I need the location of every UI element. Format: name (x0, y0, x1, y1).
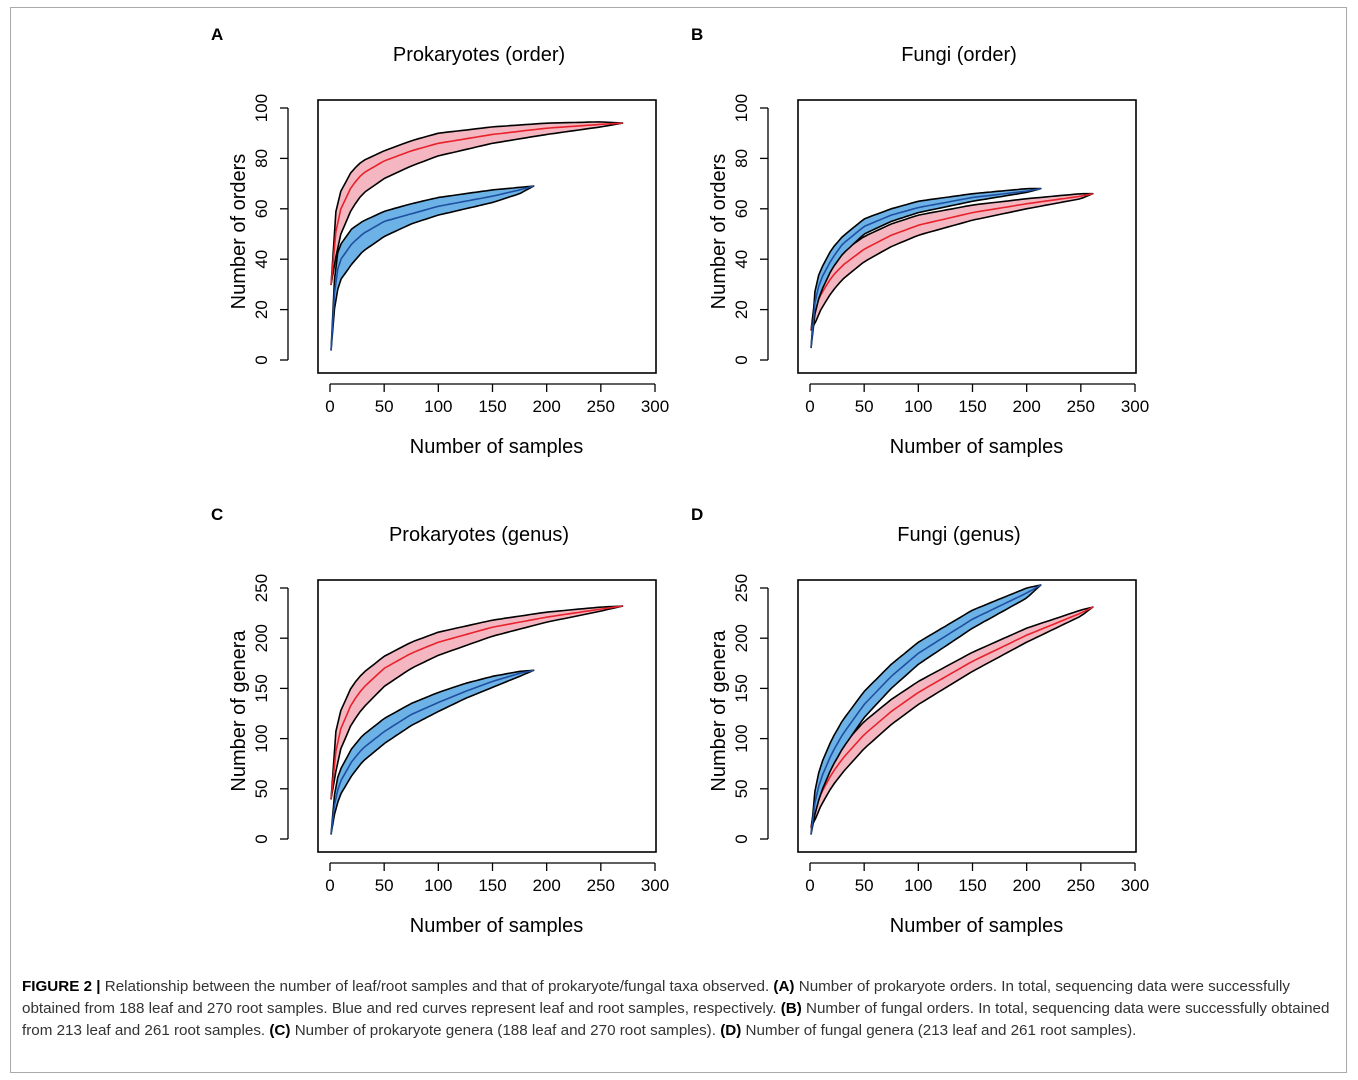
x-tick-label-d-50: 50 (855, 876, 874, 895)
x-tick-label-c-0: 0 (325, 876, 334, 895)
x-tick-label-a-200: 200 (532, 397, 560, 416)
figure-frame (10, 7, 1347, 1073)
y-tick-label-c-0: 0 (252, 834, 271, 843)
x-tick-label-b-250: 250 (1067, 397, 1095, 416)
caption-intro: Relationship between the number of leaf/… (100, 978, 774, 995)
x-tick-label-c-150: 150 (478, 876, 506, 895)
panel-label-a: A (211, 25, 223, 44)
chart-title-a: Prokaryotes (order) (393, 44, 565, 66)
x-tick-label-b-50: 50 (855, 397, 874, 416)
x-axis-label-d: Number of samples (890, 915, 1063, 937)
series-line-d-0 (810, 606, 1094, 828)
y-axis-label-b: Number of orders (708, 154, 730, 310)
y-tick-label-d-150: 150 (732, 674, 751, 702)
y-tick-label-a-20: 20 (252, 300, 271, 319)
x-tick-label-c-50: 50 (375, 876, 394, 895)
y-tick-label-a-80: 80 (252, 149, 271, 168)
x-tick-label-c-250: 250 (587, 876, 615, 895)
x-tick-label-a-250: 250 (587, 397, 615, 416)
x-tick-label-a-300: 300 (641, 397, 669, 416)
figure-caption: FIGURE 2 | Relationship between the numb… (22, 976, 1332, 1043)
series-line-d-1 (810, 584, 1042, 835)
y-tick-label-a-100: 100 (252, 94, 271, 122)
caption-c-label: (C) (269, 1022, 291, 1040)
x-axis-label-c: Number of samples (410, 915, 583, 937)
confidence-band-c-0 (330, 605, 624, 800)
caption-b-text: Number of fungal orders. In total, seque… (22, 1000, 1330, 1040)
y-axis-label-d: Number of genera (708, 630, 730, 792)
x-axis-label-b: Number of samples (890, 436, 1063, 458)
series-line-c-0 (330, 605, 623, 799)
plot-frame-b (797, 99, 1137, 374)
y-tick-label-b-20: 20 (732, 300, 751, 319)
x-tick-label-b-0: 0 (805, 397, 814, 416)
caption-a-text: Number of prokaryote orders. In total, s… (22, 978, 1291, 1018)
confidence-band-a-1 (330, 185, 535, 351)
x-tick-label-d-300: 300 (1121, 876, 1149, 895)
y-tick-label-d-200: 200 (732, 624, 751, 652)
y-tick-label-c-50: 50 (252, 779, 271, 798)
x-tick-label-d-200: 200 (1012, 876, 1040, 895)
x-tick-label-a-150: 150 (478, 397, 506, 416)
series-line-b-1 (810, 187, 1041, 348)
y-tick-label-c-150: 150 (252, 674, 271, 702)
x-tick-label-b-300: 300 (1121, 397, 1149, 416)
y-tick-label-b-0: 0 (732, 355, 751, 364)
panel-label-c: C (211, 505, 223, 524)
y-tick-label-c-100: 100 (252, 724, 271, 752)
series-line-c-1 (330, 669, 534, 835)
x-tick-label-b-150: 150 (958, 397, 986, 416)
series-line-a-1 (330, 185, 534, 350)
y-tick-label-a-0: 0 (252, 355, 271, 364)
y-tick-label-b-100: 100 (732, 94, 751, 122)
panel-label-d: D (691, 505, 703, 524)
x-tick-label-d-100: 100 (904, 876, 932, 895)
x-axis-label-a: Number of samples (410, 436, 583, 458)
y-tick-label-c-250: 250 (252, 574, 271, 602)
x-tick-label-c-100: 100 (424, 876, 452, 895)
x-tick-label-b-100: 100 (904, 397, 932, 416)
y-tick-label-c-200: 200 (252, 624, 271, 652)
y-tick-label-a-40: 40 (252, 250, 271, 269)
x-tick-label-d-150: 150 (958, 876, 986, 895)
caption-c-text: Number of prokaryote genera (188 leaf an… (290, 1022, 721, 1040)
plot-frame-d (797, 579, 1137, 853)
y-tick-label-b-40: 40 (732, 250, 751, 269)
caption-a-label: (A) (773, 978, 795, 995)
y-tick-label-a-60: 60 (252, 199, 271, 218)
confidence-band-b-0 (810, 192, 1094, 331)
x-tick-label-c-200: 200 (532, 876, 560, 895)
plot-frame-a (317, 99, 657, 374)
x-tick-label-a-50: 50 (375, 397, 394, 416)
caption-b-label: (B) (780, 1000, 802, 1018)
y-tick-label-b-80: 80 (732, 149, 751, 168)
x-tick-label-c-300: 300 (641, 876, 669, 895)
chart-title-b: Fungi (order) (901, 44, 1017, 66)
chart-title-d: Fungi (genus) (897, 524, 1020, 546)
chart-title-c: Prokaryotes (genus) (389, 524, 569, 546)
y-tick-label-d-250: 250 (732, 574, 751, 602)
y-tick-label-d-50: 50 (732, 779, 751, 798)
y-tick-label-b-60: 60 (732, 199, 751, 218)
series-line-b-0 (810, 192, 1093, 330)
series-line-a-0 (330, 122, 623, 285)
x-tick-label-d-250: 250 (1067, 876, 1095, 895)
x-tick-label-a-0: 0 (325, 397, 334, 416)
caption-label: FIGURE 2 | (22, 978, 101, 995)
x-tick-label-d-0: 0 (805, 876, 814, 895)
y-tick-label-d-0: 0 (732, 834, 751, 843)
y-axis-label-c: Number of genera (228, 630, 250, 792)
x-tick-label-a-100: 100 (424, 397, 452, 416)
y-tick-label-d-100: 100 (732, 724, 751, 752)
plot-frame-c (317, 579, 657, 853)
panel-label-b: B (691, 25, 703, 44)
caption-d-label: (D) (720, 1022, 742, 1040)
y-axis-label-a: Number of orders (228, 154, 250, 310)
x-tick-label-b-200: 200 (1012, 397, 1040, 416)
caption-d-text: Number of fungal genera (213 leaf and 26… (741, 1022, 1137, 1040)
confidence-band-d-1 (810, 584, 1042, 835)
